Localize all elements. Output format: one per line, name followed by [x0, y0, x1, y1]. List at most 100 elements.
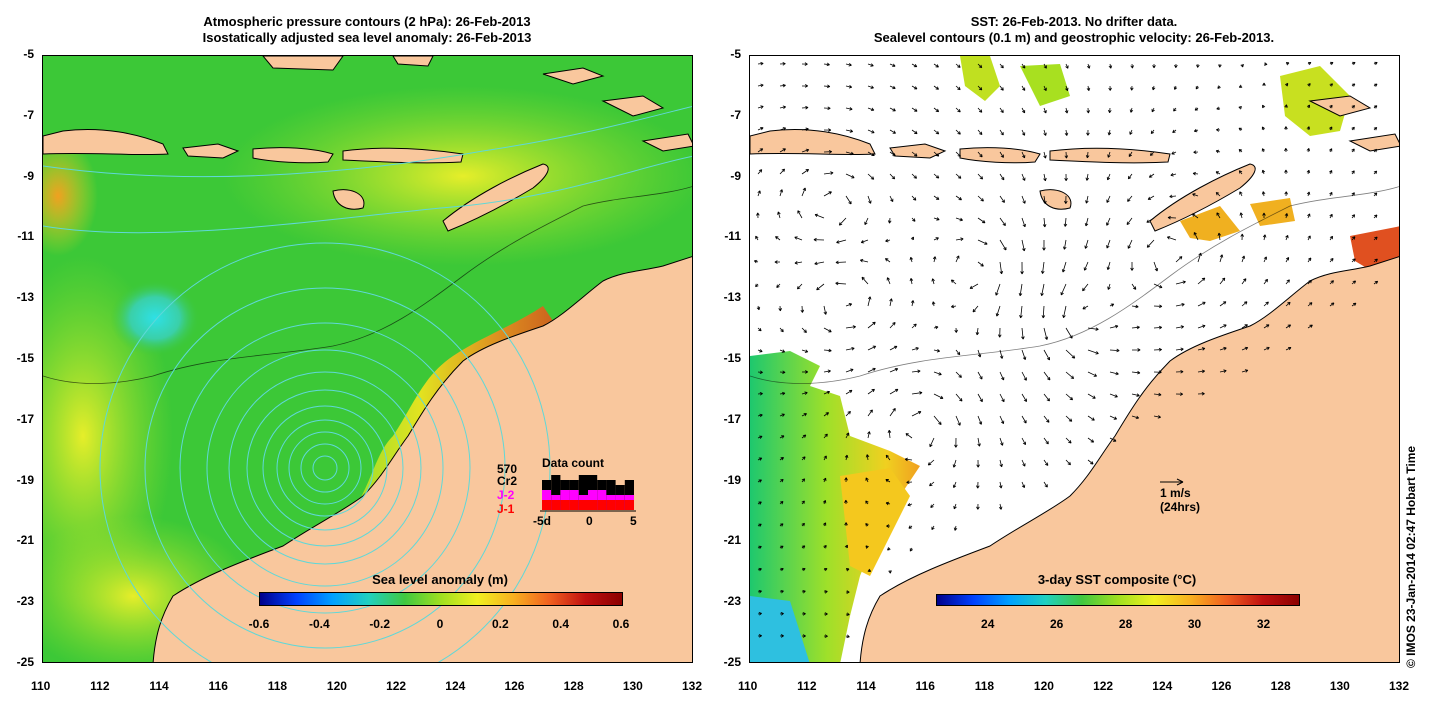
velocity-scale-sub: (24hrs): [1160, 500, 1201, 514]
velocity-arrow: [1284, 126, 1288, 131]
velocity-arrow: [867, 367, 876, 373]
velocity-arrow: [911, 85, 918, 90]
velocity-arrow: [933, 63, 939, 68]
velocity-arrow: [1373, 280, 1379, 285]
velocity-arrow: [999, 173, 1005, 181]
velocity-arrow: [845, 129, 854, 133]
velocity-arrow: [977, 261, 984, 267]
velocity-arrow: [933, 129, 940, 135]
velocity-arrow: [1238, 170, 1243, 175]
velocity-arrow: [814, 213, 825, 219]
right-x-tick-label: 110: [738, 679, 758, 693]
velocity-arrow: [1307, 61, 1312, 66]
velocity-arrow: [1285, 346, 1292, 351]
orange-anomaly-northwest: [43, 136, 98, 256]
velocity-arrow: [823, 305, 828, 315]
velocity-arrow: [794, 236, 803, 241]
velocity-arrow: [757, 127, 764, 131]
velocity-arrow: [955, 195, 962, 201]
velocity-arrow: [1018, 283, 1023, 297]
velocity-arrow: [977, 107, 983, 113]
velocity-arrow: [977, 217, 986, 224]
velocity-arrow: [955, 237, 964, 241]
velocity-arrow: [1128, 151, 1133, 157]
velocity-arrow: [1064, 173, 1068, 182]
velocity-arrow: [1175, 302, 1185, 307]
north-island-right-1: [1308, 95, 1372, 117]
velocity-arrow: [779, 327, 784, 333]
velocity-arrow: [1351, 61, 1356, 66]
velocity-arrow: [1041, 305, 1046, 319]
velocity-arrow: [1261, 148, 1266, 153]
velocity-arrow: [1082, 305, 1089, 310]
velocity-arrow: [861, 276, 869, 285]
velocity-arrow: [1062, 239, 1067, 250]
velocity-arrow: [801, 456, 806, 461]
velocity-arrow: [1218, 63, 1222, 68]
velocity-arrow: [1064, 151, 1069, 159]
left-x-tick-label: 120: [326, 679, 347, 693]
velocity-arrow: [779, 612, 784, 616]
velocity-arrow: [1351, 170, 1355, 175]
velocity-arrow: [999, 107, 1004, 114]
velocity-arrow: [1147, 195, 1155, 200]
velocity-arrow: [1175, 325, 1184, 329]
right-x-tick-label: 118: [974, 679, 995, 693]
velocity-arrow: [1285, 324, 1292, 329]
north-island-3: [641, 133, 692, 152]
velocity-arrow: [1285, 301, 1291, 307]
velocity-arrow: [1284, 148, 1288, 153]
velocity-arrow: [977, 393, 983, 403]
velocity-arrow: [1148, 173, 1155, 178]
velocity-arrow: [1107, 151, 1111, 158]
right-y-tick-label: -17: [723, 411, 741, 426]
velocity-arrow: [801, 434, 807, 439]
velocity-arrow: [969, 283, 979, 289]
right-colorbar-tick: 30: [1187, 617, 1202, 631]
velocity-arrow: [779, 168, 786, 175]
velocity-arrow: [801, 413, 807, 417]
velocity-arrow: [778, 305, 782, 312]
velocity-arrow: [757, 327, 762, 332]
velocity-arrow: [1043, 151, 1047, 159]
velocity-arrow: [859, 258, 869, 263]
velocity-arrow: [977, 349, 982, 358]
velocity-arrow: [845, 173, 855, 179]
velocity-arrow: [889, 107, 896, 112]
velocity-arrow: [1086, 107, 1090, 114]
left-y-tick-label: -11: [17, 229, 34, 244]
velocity-arrow: [929, 437, 935, 448]
velocity-arrow: [1064, 195, 1068, 204]
velocity-arrow: [1329, 104, 1333, 109]
velocity-arrow: [867, 63, 874, 67]
velocity-arrow: [955, 63, 961, 68]
velocity-arrow: [1219, 324, 1227, 329]
velocity-arrow: [1262, 212, 1266, 219]
sea-level-map-svg: [43, 56, 692, 662]
right-y-tick-label: -23: [723, 594, 741, 609]
velocity-arrow: [801, 545, 806, 549]
velocity-arrow: [887, 217, 892, 224]
velocity-arrow: [1065, 437, 1072, 444]
velocity-arrow: [1193, 128, 1199, 133]
velocity-arrow: [911, 195, 917, 201]
velocity-arrow: [1351, 83, 1356, 87]
velocity-arrow: [1108, 107, 1112, 114]
velocity-arrow: [1170, 173, 1177, 177]
north-island-5: [392, 56, 434, 67]
data-count-bar: [606, 500, 616, 510]
velocity-arrow: [867, 129, 875, 134]
velocity-arrow: [794, 261, 803, 265]
velocity-arrow: [1285, 234, 1289, 241]
velocity-arrow: [908, 525, 913, 529]
velocity-arrow: [1060, 283, 1067, 296]
left-colorbar-tick: 0.2: [491, 617, 509, 631]
velocity-arrow: [999, 129, 1004, 136]
velocity-arrow: [814, 261, 825, 266]
velocity-arrow: [1153, 415, 1161, 419]
left-colorbar-tick: -0.4: [308, 617, 330, 631]
velocity-arrow: [1021, 459, 1026, 467]
velocity-arrow: [889, 388, 899, 395]
velocity-arrow: [845, 432, 850, 439]
velocity-arrow: [999, 63, 1004, 69]
